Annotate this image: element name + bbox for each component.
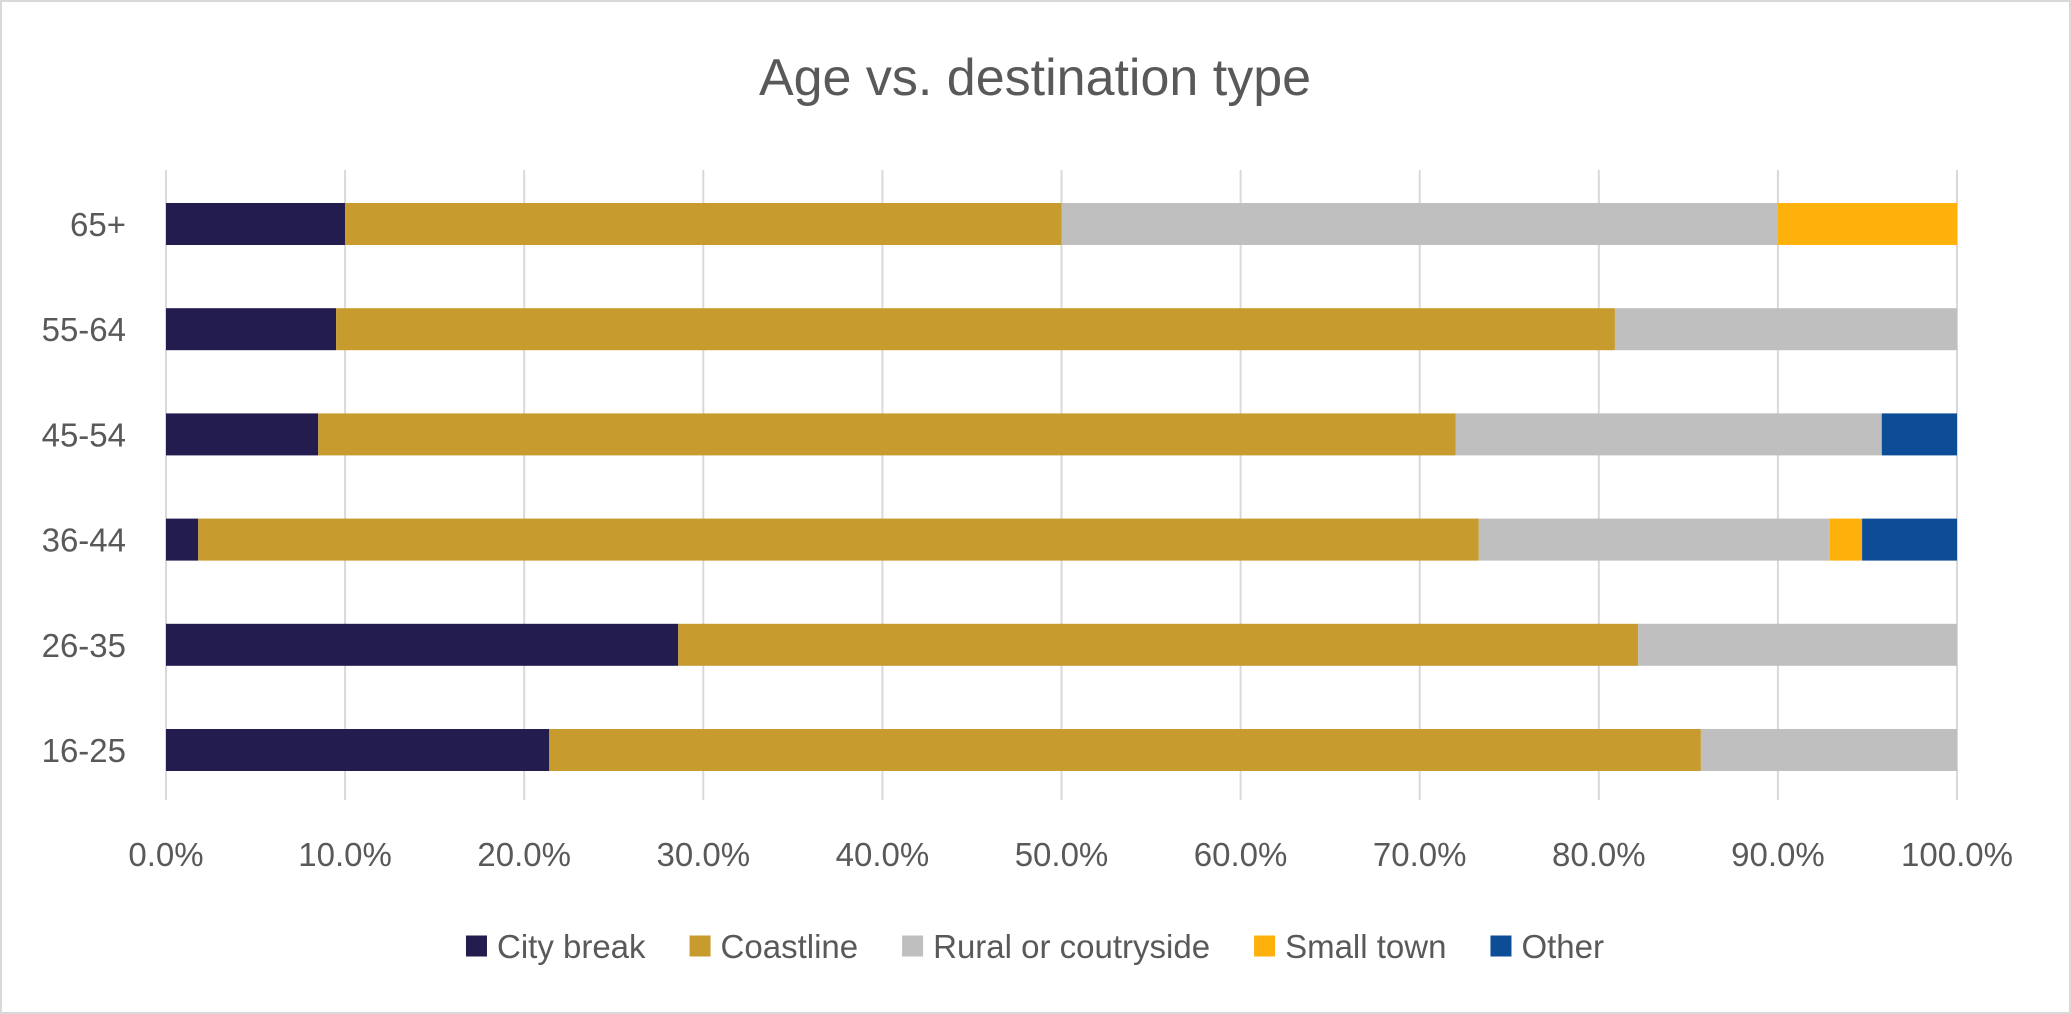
x-tick-label: 40.0% [836,836,930,873]
x-tick-label: 80.0% [1552,836,1646,873]
legend-swatch [902,935,924,957]
bar-segment [1700,729,1957,771]
bar-segment [318,413,1456,456]
category-label: 16-25 [42,732,126,769]
legend-swatch [1254,935,1276,957]
bar-segment [166,623,679,666]
category-label: 26-35 [42,627,126,664]
legend-label: Rural or coutryside [933,928,1210,965]
x-tick-label: 0.0% [128,836,203,873]
bar-segment [166,308,337,351]
bar-segment [1777,203,1957,245]
x-tick-label: 70.0% [1373,836,1467,873]
chart-title: Age vs. destination type [759,49,1311,107]
legend-label: Coastline [721,928,859,965]
x-tick-label: 60.0% [1194,836,1288,873]
bar-segment [166,413,319,456]
bar-segment [549,729,1701,771]
x-axis-tick-labels: 0.0% 10.0% 20.0% 30.0% 40.0% 50.0% 60.0% 70.0% 8… [128,836,2013,873]
bar-segment [345,203,1062,245]
category-label: 65+ [70,206,126,243]
x-tick-label: 10.0% [298,836,392,873]
x-tick-label: 30.0% [657,836,751,873]
category-label: 36-44 [42,522,126,559]
legend-label: City break [497,928,646,965]
bar-segment [1061,203,1778,245]
gridlines [165,170,1958,800]
category-labels: 65+ 55-64 45-54 36-44 26-35 16-25 [42,206,126,769]
category-label: 55-64 [42,311,126,348]
x-tick-label: 90.0% [1731,836,1825,873]
legend-swatch [1490,935,1512,957]
bar-segment [166,518,199,561]
bar-segment [1638,623,1957,666]
bars [166,203,1957,771]
x-tick-label: 100.0% [1901,836,2013,873]
bar-segment [166,729,550,771]
bar-segment [1455,413,1882,456]
bar-segment [1614,308,1957,351]
bar-segment [198,518,1479,561]
legend: City break Coastline Rural or coutryside Sm… [465,928,1604,965]
bar-segment [166,203,346,245]
bar-segment [1862,518,1957,561]
legend-label: Small town [1285,928,1446,965]
category-label: 45-54 [42,416,126,453]
legend-swatch [689,935,711,957]
legend-swatch [465,935,487,957]
bar-segment [678,623,1639,666]
bar-segment [1829,518,1863,561]
bar-segment [336,308,1615,351]
x-tick-label: 50.0% [1015,836,1109,873]
bar-segment [1881,413,1957,456]
legend-label: Other [1521,928,1604,965]
x-tick-label: 20.0% [477,836,571,873]
bar-segment [1478,518,1830,561]
